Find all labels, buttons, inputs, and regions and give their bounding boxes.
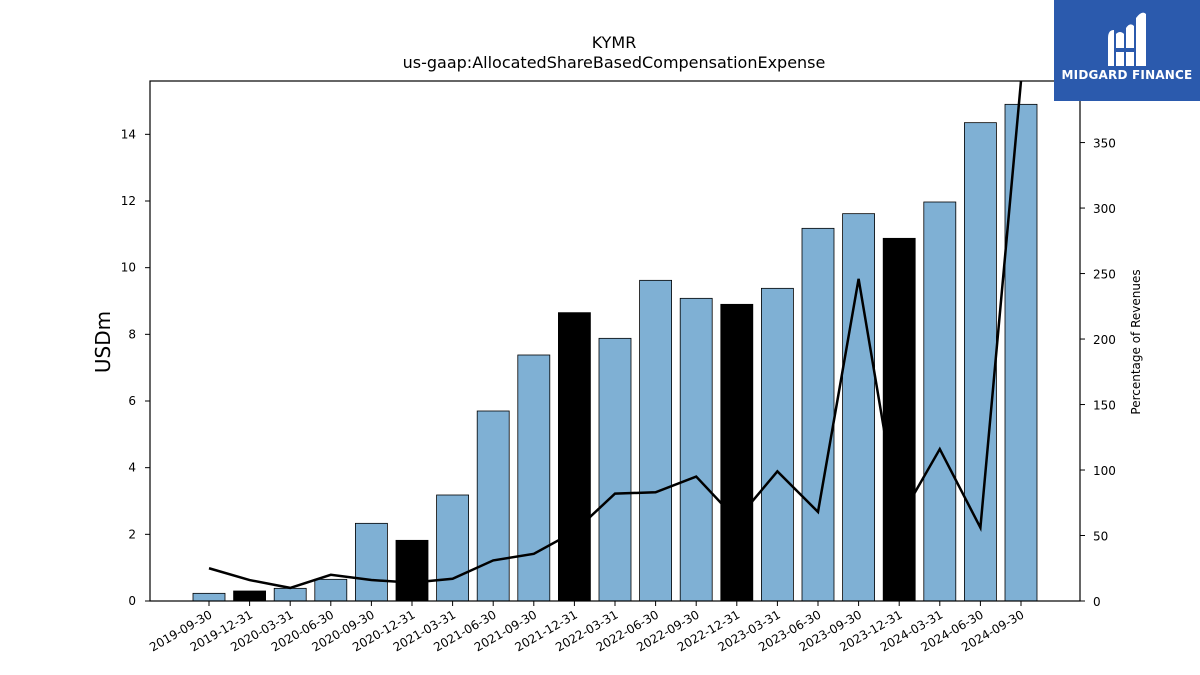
bar-2022-03-31 <box>598 337 632 602</box>
bar-2024-03-31 <box>923 201 957 602</box>
bar-2020-06-30 <box>314 578 348 602</box>
bar-2022-09-30 <box>679 297 713 602</box>
bar-2021-06-30 <box>476 410 510 602</box>
bar-2024-09-30 <box>1004 103 1038 602</box>
bar-2019-12-31 <box>233 590 267 602</box>
y2-tick-label: 50 <box>1093 530 1108 544</box>
bar-2021-12-31 <box>558 312 591 602</box>
y-tick-label: 10 <box>121 261 136 275</box>
y2-tick-label: 0 <box>1093 595 1101 609</box>
logo-text: MIDGARD FINANCE <box>1061 68 1193 82</box>
bar-2019-09-30 <box>192 592 226 602</box>
bar-2020-03-31 <box>273 587 307 602</box>
bar-2022-06-30 <box>639 279 672 602</box>
bar-2023-09-30 <box>842 213 875 602</box>
y-tick-label: 14 <box>121 127 136 141</box>
bar-2023-06-30 <box>801 227 835 602</box>
chart-subtitle: us-gaap:AllocatedShareBasedCompensationE… <box>403 53 826 72</box>
line-layer <box>208 81 1023 590</box>
chart-title: KYMR <box>592 33 637 52</box>
y-axis-label: USDm <box>91 311 115 373</box>
bar-2020-12-31 <box>395 539 429 602</box>
bar-2023-12-31 <box>882 237 916 602</box>
y2-tick-label: 200 <box>1093 333 1116 347</box>
y-tick-label: 8 <box>128 327 136 341</box>
y2-tick-label: 350 <box>1093 137 1116 151</box>
y2-axis-label: Percentage of Revenues <box>1129 269 1143 414</box>
y2-tick-label: 150 <box>1093 399 1116 413</box>
y-tick-label: 12 <box>121 194 136 208</box>
bar-2021-03-31 <box>436 494 470 602</box>
y2-tick-label: 300 <box>1093 202 1116 216</box>
brand-logo: MIDGARD FINANCE <box>1054 0 1200 101</box>
y2-tick-label: 250 <box>1093 268 1116 282</box>
bar-2023-03-31 <box>761 287 794 602</box>
y-tick-label: 2 <box>128 527 136 541</box>
y2-tick-label: 100 <box>1093 464 1116 478</box>
bar-2021-09-30 <box>517 354 551 602</box>
labels-layer: KYMR us-gaap:AllocatedShareBasedCompensa… <box>91 33 1143 415</box>
y-tick-label: 0 <box>128 594 136 608</box>
y-tick-label: 4 <box>128 461 136 475</box>
bars-layer <box>192 103 1038 602</box>
logo-mark-icon <box>1108 12 1146 66</box>
bar-2020-09-30 <box>354 522 388 602</box>
y-tick-label: 6 <box>128 394 136 408</box>
revenue-percentage-line <box>208 81 1023 590</box>
bar-2022-12-31 <box>720 303 754 602</box>
